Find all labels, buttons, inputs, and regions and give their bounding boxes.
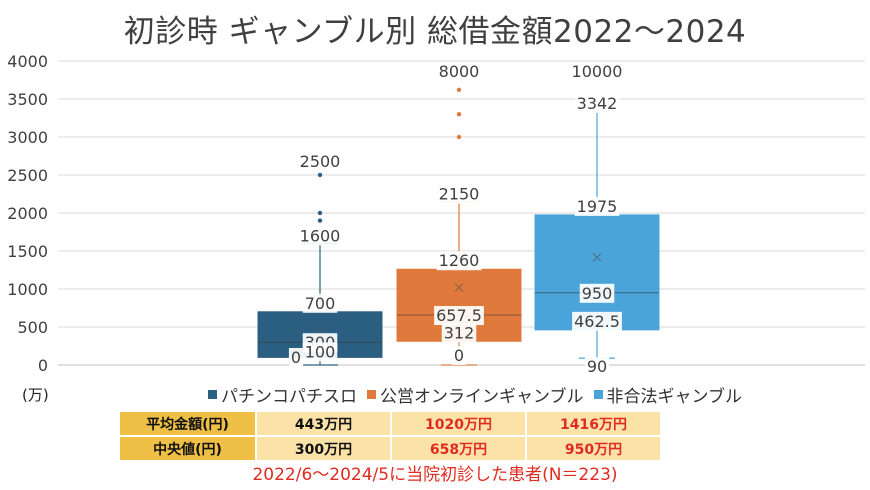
legend-label: パチンコパチスロ — [221, 387, 357, 407]
data-label-q3: 1975 — [577, 197, 618, 216]
data-label-median-bg — [579, 283, 615, 303]
data-label-max: 10000 — [572, 62, 623, 81]
data-label-q1-bg — [441, 323, 477, 343]
legend-item-public-online: 公営オンラインギャンブル — [367, 382, 584, 407]
data-label-q3: 1260 — [439, 251, 480, 270]
data-label-median: 657.5 — [436, 306, 482, 325]
data-label-min-bg — [288, 348, 304, 367]
footnote: 2022/6～2024/5に当院初診した患者(N＝223) — [252, 465, 618, 485]
chart-title: 初診時 ギャンブル別 総借金額2022～2024 — [123, 14, 747, 50]
data-label-q1: 462.5 — [574, 312, 620, 331]
legend-label: 非合法ギャンブル — [606, 387, 743, 407]
y-axis-unit: (万) — [22, 386, 49, 404]
legend: パチンコパチスロ 公営オンラインギャンブル 非合法ギャンブル — [208, 382, 742, 407]
data-label-min: 90 — [587, 357, 607, 376]
data-label-q1-bg — [572, 311, 622, 331]
data-label-whisker-high-bg — [297, 226, 343, 246]
y-tick-label: 2000 — [7, 204, 48, 223]
table-cell: 658万円 — [392, 437, 525, 460]
mean-marker — [592, 253, 602, 262]
row-label: 平均金額(円) — [120, 412, 255, 435]
data-label-q1: 100 — [305, 342, 336, 361]
y-tick-label: 4000 — [7, 52, 48, 71]
data-label-q3-bg — [574, 196, 620, 216]
data-label-median-bg — [434, 306, 484, 326]
table-cell: 300万円 — [257, 437, 390, 460]
data-label-whisker-high-bg — [574, 94, 620, 114]
table-cell: 1020万円 — [392, 412, 525, 435]
data-label-min-bg — [451, 346, 467, 365]
y-tick-label: 0 — [38, 356, 48, 375]
legend-label: 公営オンラインギャンブル — [380, 387, 584, 407]
y-tick-label: 1500 — [7, 242, 48, 261]
stats-table: 平均金額(円) 443万円 1020万円 1416万円 中央値(円) 300万円… — [118, 410, 662, 462]
legend-swatch-icon — [593, 390, 603, 399]
outlier-point — [456, 134, 462, 140]
y-tick-label: 3000 — [7, 128, 48, 147]
data-label-max: 2500 — [300, 152, 341, 171]
outlier-point — [456, 112, 462, 117]
table-row-mean: 平均金額(円) 443万円 1020万円 1416万円 — [120, 412, 660, 435]
data-label-whisker-high: 2150 — [439, 185, 480, 204]
mean-marker — [454, 283, 464, 292]
y-tick-label: 1000 — [7, 280, 48, 299]
legend-swatch-icon — [367, 390, 376, 399]
y-tick-label: 500 — [17, 318, 48, 337]
y-tick-label: 2500 — [7, 166, 48, 185]
data-label-q1-bg — [302, 342, 338, 362]
outlier-point — [456, 87, 462, 93]
data-label-min: 0 — [291, 348, 301, 367]
legend-item-pachinko: パチンコパチスロ — [208, 382, 357, 407]
data-label-q3: 700 — [305, 294, 336, 313]
row-label: 中央値(円) — [120, 437, 255, 460]
outlier-point — [317, 218, 323, 223]
data-label-min-bg — [584, 357, 610, 377]
data-label-whisker-high-bg — [436, 184, 482, 204]
data-label-q1: 312 — [444, 323, 475, 342]
data-label-whisker-high: 1600 — [300, 226, 341, 245]
box-2 — [534, 214, 660, 331]
data-label-min: 0 — [454, 346, 464, 365]
outlier-point — [317, 210, 323, 216]
table-cell: 1416万円 — [527, 412, 660, 435]
data-label-whisker-high: 3342 — [577, 94, 618, 113]
outlier-point — [317, 172, 323, 178]
data-label-max: 8000 — [439, 62, 480, 81]
legend-swatch-icon — [208, 390, 217, 399]
data-label-q3-bg — [436, 251, 482, 271]
table-cell: 950万円 — [527, 437, 660, 460]
legend-item-illegal: 非合法ギャンブル — [593, 382, 743, 407]
y-tick-label: 3500 — [7, 90, 48, 109]
table-cell: 443万円 — [257, 412, 390, 435]
table-row-median: 中央値(円) 300万円 658万円 950万円 — [120, 437, 660, 460]
data-label-median: 950 — [582, 284, 613, 303]
data-label-q3-bg — [302, 293, 338, 313]
